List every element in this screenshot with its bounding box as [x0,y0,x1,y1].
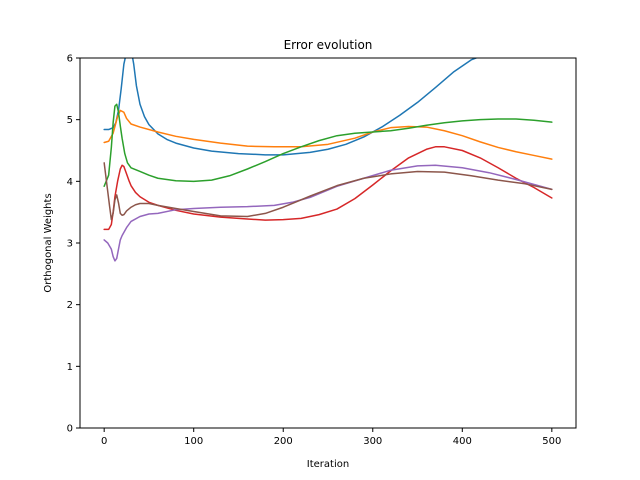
chart-title: Error evolution [284,38,373,52]
plot-area [80,58,576,428]
x-tick-label: 400 [453,436,472,447]
x-tick-label: 500 [542,436,561,447]
y-axis-label: Orthogonal Weights [43,193,54,292]
x-tick-label: 300 [363,436,382,447]
y-tick-label: 0 [67,424,73,435]
x-tick-label: 200 [274,436,293,447]
series-layer [103,58,553,262]
y-tick-label: 3 [67,239,73,250]
series-line-1 [103,58,479,156]
series-line-2 [103,109,553,160]
y-tick-label: 5 [67,115,73,126]
series-line-5 [103,164,553,262]
y-tick-label: 2 [67,300,73,311]
x-axis-label: Iteration [307,459,349,470]
x-tick-label: 0 [101,436,107,447]
series-line-6 [103,162,553,221]
y-tick-label: 4 [67,177,73,188]
series-line-4 [103,146,553,231]
y-axis: 0 1 2 3 4 5 6 [67,54,80,435]
series-line-3 [103,103,553,188]
y-tick-label: 1 [67,362,73,373]
y-tick-label: 6 [67,54,73,65]
x-axis: 0 100 200 300 400 500 [101,428,561,447]
x-tick-label: 100 [184,436,203,447]
